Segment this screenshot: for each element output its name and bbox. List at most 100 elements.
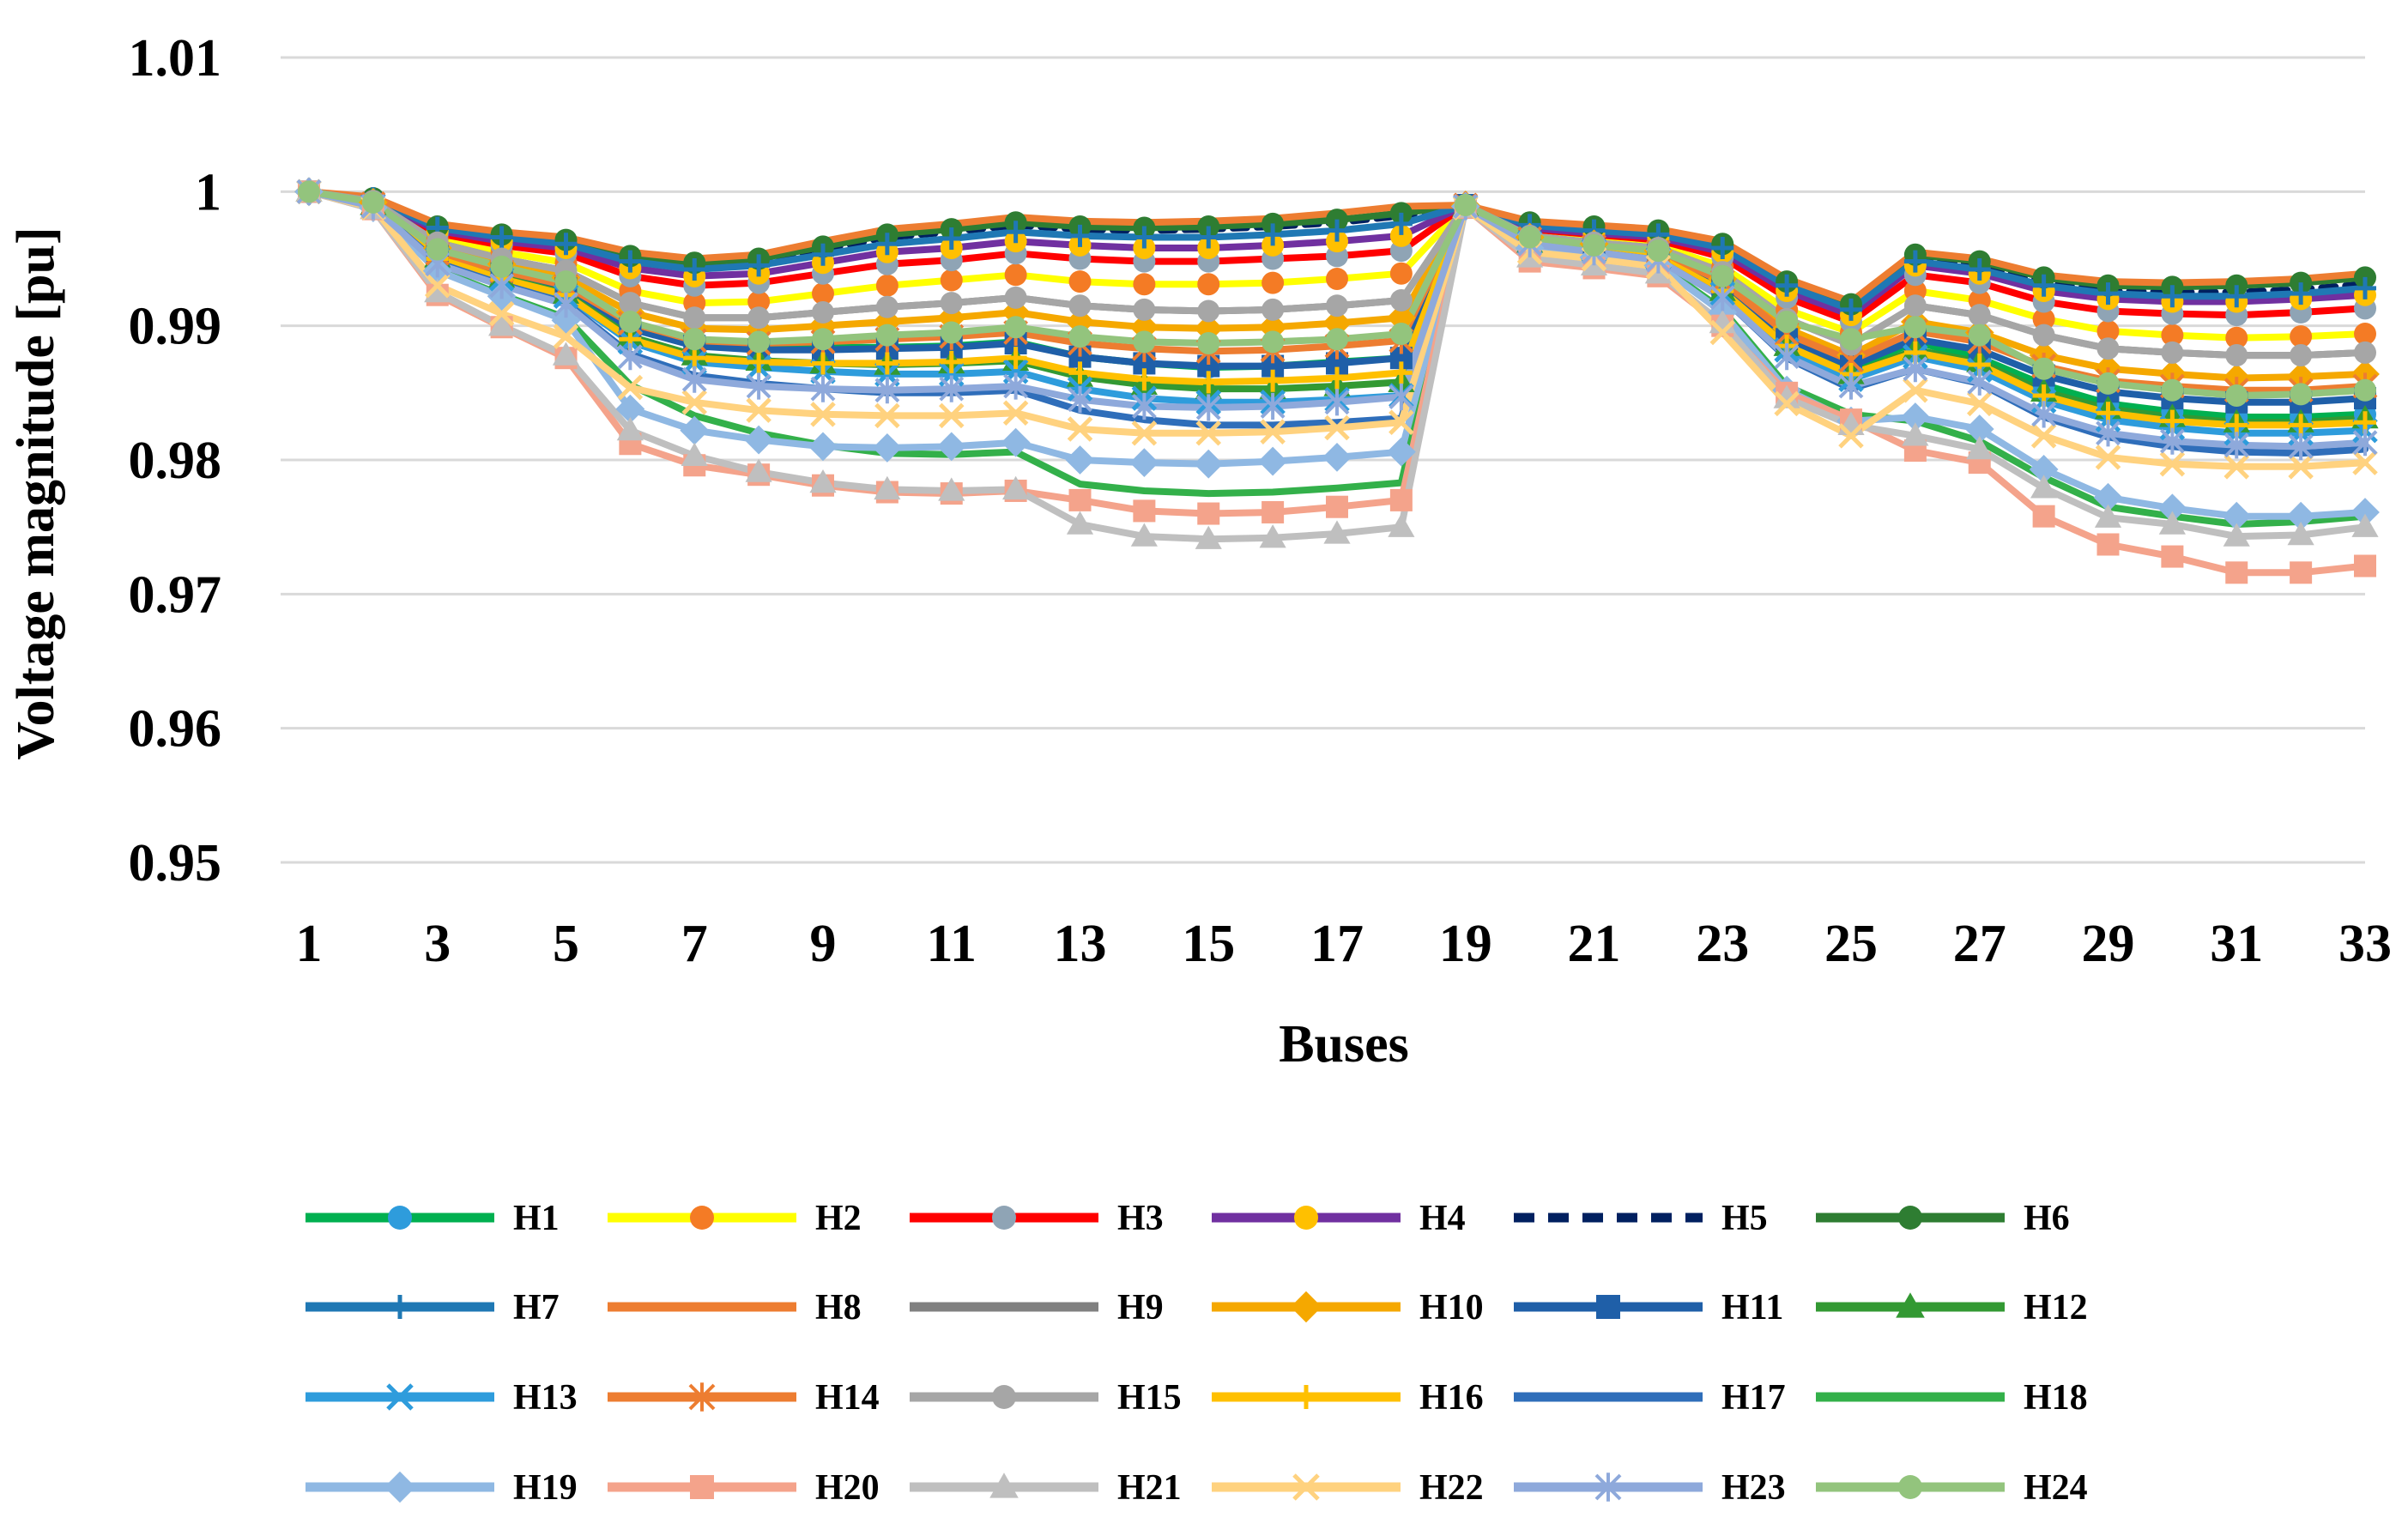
legend-item-h1: H1 — [306, 1199, 560, 1238]
data-point-h21-bus-15 — [1195, 525, 1222, 549]
data-point-h21-bus-5 — [552, 342, 580, 366]
data-point-h2-bus-33 — [2354, 323, 2376, 346]
data-point-h19-bus-14 — [1129, 448, 1159, 478]
data-point-h20-bus-14 — [1133, 499, 1156, 523]
data-point-h15-bus-11 — [940, 292, 963, 315]
data-point-h19-bus-30 — [2157, 493, 2187, 523]
data-point-h24-bus-2 — [361, 190, 384, 214]
data-point-h24-bus-29 — [2096, 372, 2120, 395]
data-point-h2-bus-10 — [875, 274, 898, 297]
data-point-h22-bus-14 — [1131, 420, 1158, 446]
data-point-h24-bus-21 — [1582, 233, 1606, 257]
data-point-h19-bus-13 — [1065, 445, 1095, 475]
legend-item-h3: H3 — [910, 1199, 1164, 1238]
data-point-h24-bus-3 — [426, 238, 449, 261]
legend-label: H2 — [815, 1199, 862, 1238]
data-point-h24-bus-31 — [2225, 384, 2248, 407]
data-point-h16-bus-10 — [875, 352, 898, 375]
data-point-h7-bus-26 — [1903, 250, 1927, 273]
data-point-h21-bus-17 — [1323, 520, 1351, 544]
legend-marker — [992, 1206, 1016, 1230]
data-point-h15-bus-10 — [875, 295, 898, 318]
x-tick-label: 29 — [2082, 915, 2135, 973]
data-point-h22-bus-15 — [1195, 420, 1222, 446]
data-point-h22-bus-31 — [2223, 454, 2250, 480]
data-point-h16-bus-13 — [1068, 361, 1092, 384]
data-point-h15-bus-30 — [2161, 341, 2184, 364]
data-point-h21-bus-32 — [2287, 521, 2314, 546]
legend-item-h2: H2 — [608, 1199, 862, 1238]
x-tick-label: 21 — [1568, 915, 1621, 973]
data-point-h23-bus-8 — [746, 372, 771, 400]
data-point-h2-bus-13 — [1068, 270, 1092, 293]
data-point-h21-bus-12 — [1002, 475, 1030, 500]
data-point-h24-bus-12 — [1004, 316, 1027, 339]
legend-label: H17 — [1721, 1378, 1786, 1418]
data-point-h21-bus-3 — [424, 278, 451, 303]
legend-item-h15: H15 — [910, 1378, 1182, 1418]
data-point-h22-bus-12 — [1002, 400, 1029, 426]
legend-item-h24: H24 — [1816, 1468, 2088, 1508]
legend-marker — [1896, 1292, 1925, 1318]
data-point-h24-bus-17 — [1326, 328, 1348, 351]
legend-marker — [386, 1383, 414, 1411]
data-point-h16-bus-11 — [940, 350, 963, 373]
legend-marker — [388, 1295, 412, 1319]
data-point-h7-bus-13 — [1068, 224, 1092, 247]
legend-label: H11 — [1721, 1288, 1783, 1327]
legend-item-h8: H8 — [608, 1288, 862, 1327]
data-point-h19-bus-16 — [1258, 446, 1288, 476]
data-point-h24-bus-8 — [747, 330, 771, 354]
legend-item-h19: H19 — [306, 1468, 578, 1508]
data-point-h16-bus-14 — [1133, 368, 1156, 391]
x-tick-label: 33 — [2338, 915, 2392, 973]
data-point-h23-bus-24 — [1774, 343, 1800, 371]
data-point-h24-bus-10 — [875, 324, 898, 347]
data-point-h2-bus-15 — [1197, 273, 1220, 296]
x-tick-label: 27 — [1953, 915, 2006, 973]
data-point-h23-bus-16 — [1260, 392, 1286, 420]
legend-item-h10: H10 — [1212, 1288, 1484, 1327]
legend-label: H1 — [513, 1199, 560, 1238]
data-point-h15-bus-33 — [2354, 341, 2376, 364]
data-point-h23-bus-13 — [1068, 386, 1092, 414]
data-point-h19-bus-18 — [1386, 437, 1416, 467]
data-point-h19-bus-31 — [2222, 501, 2252, 531]
data-point-h7-bus-31 — [2225, 285, 2248, 308]
y-tick-label: 0.99 — [129, 298, 222, 356]
legend-marker — [688, 1382, 716, 1412]
x-axis-ticks: 1 3 5 7 9 11 13 15 17 19 21 23 25 27 29 31 33 — [296, 915, 2393, 973]
data-point-h15-bus-18 — [1389, 288, 1413, 311]
data-point-h22-bus-33 — [2352, 450, 2378, 475]
legend-item-h6: H6 — [1816, 1199, 2070, 1238]
data-point-h7-bus-16 — [1261, 223, 1285, 246]
data-point-h24-bus-18 — [1389, 323, 1413, 346]
x-tick-label: 23 — [1696, 915, 1749, 973]
data-point-h7-bus-24 — [1776, 274, 1799, 297]
legend-item-h16: H16 — [1212, 1378, 1484, 1418]
legend-item-h7: H7 — [306, 1288, 560, 1327]
data-point-h2-bus-17 — [1326, 267, 1348, 290]
legend-item-h18: H18 — [1816, 1378, 2088, 1418]
data-point-h7-bus-17 — [1326, 219, 1348, 242]
data-point-h22-bus-32 — [2288, 454, 2314, 480]
data-point-h15-bus-17 — [1326, 294, 1348, 317]
legend-marker — [1596, 1295, 1620, 1319]
data-point-h20-bus-31 — [2225, 561, 2248, 584]
legend-marker — [1292, 1473, 1320, 1501]
legend-item-h13: H13 — [306, 1378, 578, 1418]
y-tick-label: 0.96 — [129, 700, 222, 759]
legend-label: H24 — [2024, 1468, 2088, 1508]
data-point-h7-bus-32 — [2290, 282, 2313, 305]
data-point-h21-bus-16 — [1259, 524, 1286, 548]
data-point-h20-bus-28 — [2032, 505, 2055, 528]
data-point-h7-bus-23 — [1711, 236, 1734, 259]
data-point-h2-bus-18 — [1389, 262, 1413, 285]
data-point-h24-bus-25 — [1840, 328, 1862, 351]
data-point-h19-bus-26 — [1900, 402, 1930, 432]
data-point-h23-bus-28 — [2031, 401, 2057, 428]
legend-marker — [388, 1206, 412, 1230]
data-point-h16-bus-12 — [1004, 347, 1027, 370]
data-point-h7-bus-29 — [2096, 282, 2120, 305]
